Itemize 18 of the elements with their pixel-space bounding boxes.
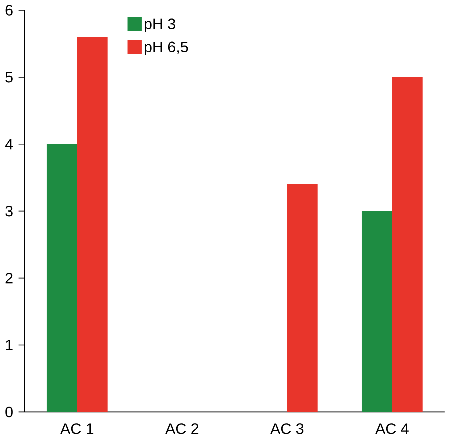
y-tick-label: 1: [6, 340, 13, 350]
y-tick-label: 0: [6, 406, 13, 418]
y-tick-label: 2: [6, 272, 13, 284]
bar: [77, 37, 108, 412]
legend-label: pH 3: [144, 18, 176, 32]
legend-label: pH 6,5: [144, 42, 188, 56]
y-tick-label: 6: [6, 4, 13, 16]
bar: [46, 144, 78, 412]
bar: [362, 211, 392, 412]
y-tick-label: 3: [6, 206, 13, 217]
bar: [287, 184, 318, 412]
x-tick-label: AC 3: [270, 423, 304, 434]
y-tick-label: 4: [5, 138, 14, 150]
bar: [392, 77, 423, 412]
y-tick-label: 5: [6, 72, 13, 83]
x-tick-label: AC 4: [376, 423, 409, 434]
x-tick-label: AC 1: [60, 423, 94, 434]
x-tick-label: AC 2: [166, 423, 199, 434]
